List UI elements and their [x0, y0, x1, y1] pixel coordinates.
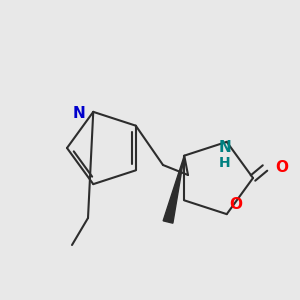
Text: H: H [219, 156, 231, 170]
Text: N: N [73, 106, 85, 122]
Text: O: O [275, 160, 288, 175]
Polygon shape [163, 156, 184, 223]
Text: N: N [218, 140, 231, 155]
Text: O: O [230, 196, 243, 211]
